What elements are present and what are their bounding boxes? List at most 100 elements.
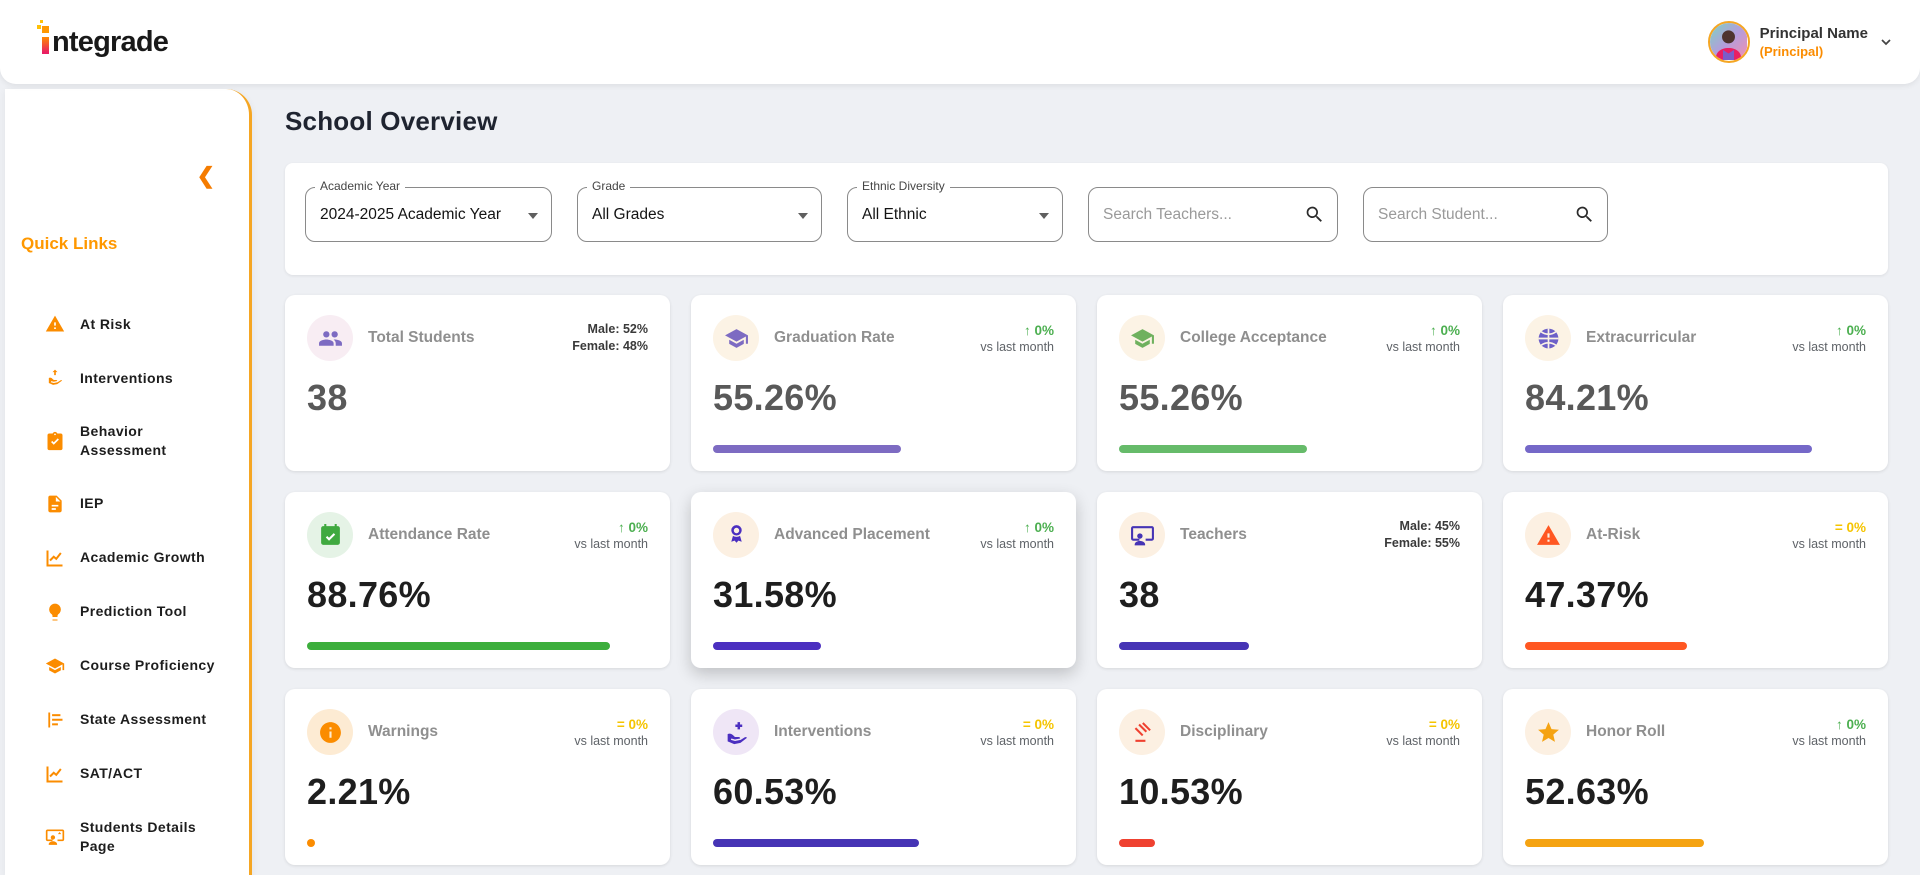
academic-year-select[interactable]: Academic Year 2024-2025 Academic Year <box>305 179 552 242</box>
search-teachers-field[interactable] <box>1088 187 1338 242</box>
sidebar-item-prediction-tool[interactable]: Prediction Tool <box>5 585 249 639</box>
line-chart-icon <box>46 550 63 567</box>
warning-triangle-icon <box>1525 512 1571 558</box>
sidebar-menu: At Risk Interventions Behavior Assessmen… <box>5 297 249 873</box>
progress-bar <box>1119 445 1308 453</box>
basketball-icon <box>1525 315 1571 361</box>
trend: ↑ 0% vs last month <box>574 519 648 551</box>
up-arrow-icon: ↑ <box>1835 716 1843 732</box>
progress-bar <box>713 445 902 453</box>
card-value: 47.37% <box>1525 574 1649 615</box>
search-icon[interactable] <box>1304 204 1325 225</box>
user-menu[interactable]: Principal Name (Principal) <box>1707 21 1894 63</box>
info-circle-icon <box>307 709 353 755</box>
stat-card-extracurricular[interactable]: Extracurricular ↑ 0% vs last month 84.21… <box>1503 295 1888 471</box>
trend: = 0% vs last month <box>574 716 648 748</box>
up-arrow-icon: ↑ <box>1023 322 1031 338</box>
stat-card-teachers[interactable]: Teachers Male: 45% Female: 55% 38 <box>1097 492 1482 668</box>
stat-card-at-risk[interactable]: At-Risk = 0% vs last month 47.37% <box>1503 492 1888 668</box>
search-student-field[interactable] <box>1363 187 1608 242</box>
grade-select[interactable]: Grade All Grades <box>577 179 822 242</box>
stat-card-college-acceptance[interactable]: College Acceptance ↑ 0% vs last month 55… <box>1097 295 1482 471</box>
chevron-down-icon[interactable] <box>1878 34 1894 50</box>
student-board-icon <box>45 829 65 845</box>
quick-links-heading: Quick Links <box>21 234 118 253</box>
progress-bar <box>713 642 821 650</box>
trend: ↑ 0% vs last month <box>980 322 1054 354</box>
lightbulb-icon <box>49 603 61 621</box>
trend: = 0% vs last month <box>980 716 1054 748</box>
line-chart-icon <box>46 766 63 783</box>
teacher-board-icon <box>1119 512 1165 558</box>
card-value: 60.53% <box>713 771 837 812</box>
sidebar: ❮ Quick Links At Risk Interventions Beha… <box>5 89 252 875</box>
up-arrow-icon: ↑ <box>617 519 625 535</box>
sidebar-item-sat-act[interactable]: SAT/ACT <box>5 747 249 801</box>
card-title: At-Risk <box>1586 526 1641 543</box>
hand-plus-icon <box>713 709 759 755</box>
stat-card-honor-roll[interactable]: Honor Roll ↑ 0% vs last month 52.63% <box>1503 689 1888 865</box>
progress-bar <box>713 839 920 847</box>
progress-bar <box>307 642 610 650</box>
logo-text: ntegrade <box>52 26 169 58</box>
card-value: 2.21% <box>307 771 411 812</box>
integrade-logo[interactable]: ntegrade <box>37 20 169 59</box>
stat-card-interventions[interactable]: Interventions = 0% vs last month 60.53% <box>691 689 1076 865</box>
card-value: 38 <box>307 377 348 418</box>
trend: = 0% vs last month <box>1386 716 1460 748</box>
logo-i-glyph <box>37 20 52 59</box>
card-value: 31.58% <box>713 574 837 615</box>
trend: ↑ 0% vs last month <box>1792 322 1866 354</box>
main-content: School Overview Academic Year 2024-2025 … <box>255 84 1920 875</box>
sidebar-item-students-details-page[interactable]: Students Details Page <box>5 801 249 873</box>
avatar <box>1707 21 1750 63</box>
progress-bar <box>307 839 315 847</box>
progress-bar <box>1525 642 1687 650</box>
card-title: College Acceptance <box>1180 329 1327 346</box>
search-icon[interactable] <box>1574 204 1595 225</box>
warning-triangle-icon <box>45 315 65 332</box>
equals-icon: = <box>1428 716 1437 732</box>
search-student-input[interactable] <box>1378 205 1574 224</box>
sidebar-item-academic-growth[interactable]: Academic Growth <box>5 531 249 585</box>
stat-card-disciplinary[interactable]: Disciplinary = 0% vs last month 10.53% <box>1097 689 1482 865</box>
equals-icon: = <box>1834 519 1843 535</box>
sidebar-item-interventions[interactable]: Interventions <box>5 351 249 405</box>
caring-hands-icon <box>48 369 63 385</box>
card-value: 38 <box>1119 574 1160 615</box>
up-arrow-icon: ↑ <box>1835 322 1843 338</box>
dropdown-arrow-icon <box>1039 213 1049 219</box>
card-value: 84.21% <box>1525 377 1649 418</box>
stat-card-graduation-rate[interactable]: Graduation Rate ↑ 0% vs last month 55.26… <box>691 295 1076 471</box>
medal-icon <box>713 512 759 558</box>
stat-card-warnings[interactable]: Warnings = 0% vs last month 2.21% <box>285 689 670 865</box>
stat-card-attendance-rate[interactable]: Attendance Rate ↑ 0% vs last month 88.76… <box>285 492 670 668</box>
stat-card-total-students[interactable]: Total Students Male: 52% Female: 48% 38 <box>285 295 670 471</box>
progress-bar <box>1525 445 1813 453</box>
people-group-icon <box>307 315 353 361</box>
gavel-icon <box>1119 709 1165 755</box>
gender-split: Male: 52% Female: 48% <box>572 322 648 353</box>
graduation-cap-icon <box>1119 315 1165 361</box>
card-title: Disciplinary <box>1180 723 1268 740</box>
sidebar-collapse-button[interactable]: ❮ <box>196 163 215 188</box>
trend: ↑ 0% vs last month <box>980 519 1054 551</box>
sidebar-item-at-risk[interactable]: At Risk <box>5 297 249 351</box>
sidebar-item-behavior-assessment[interactable]: Behavior Assessment <box>5 405 249 477</box>
progress-bar <box>1119 839 1155 847</box>
search-teachers-input[interactable] <box>1103 205 1304 224</box>
dropdown-arrow-icon <box>798 213 808 219</box>
card-title: Advanced Placement <box>774 526 930 543</box>
clipboard-check-icon <box>47 431 63 451</box>
stat-card-advanced-placement[interactable]: Advanced Placement ↑ 0% vs last month 31… <box>691 492 1076 668</box>
user-name: Principal Name <box>1759 25 1868 43</box>
calendar-check-icon <box>307 512 353 558</box>
card-title: Total Students <box>368 329 475 346</box>
sidebar-item-state-assessment[interactable]: State Assessment <box>5 693 249 747</box>
up-arrow-icon: ↑ <box>1429 322 1437 338</box>
ethnic-diversity-select[interactable]: Ethnic Diversity All Ethnic <box>847 179 1063 242</box>
sidebar-item-course-proficiency[interactable]: Course Proficiency <box>5 639 249 693</box>
card-title: Teachers <box>1180 526 1247 543</box>
user-role: (Principal) <box>1759 43 1824 59</box>
sidebar-item-iep[interactable]: IEP <box>5 477 249 531</box>
